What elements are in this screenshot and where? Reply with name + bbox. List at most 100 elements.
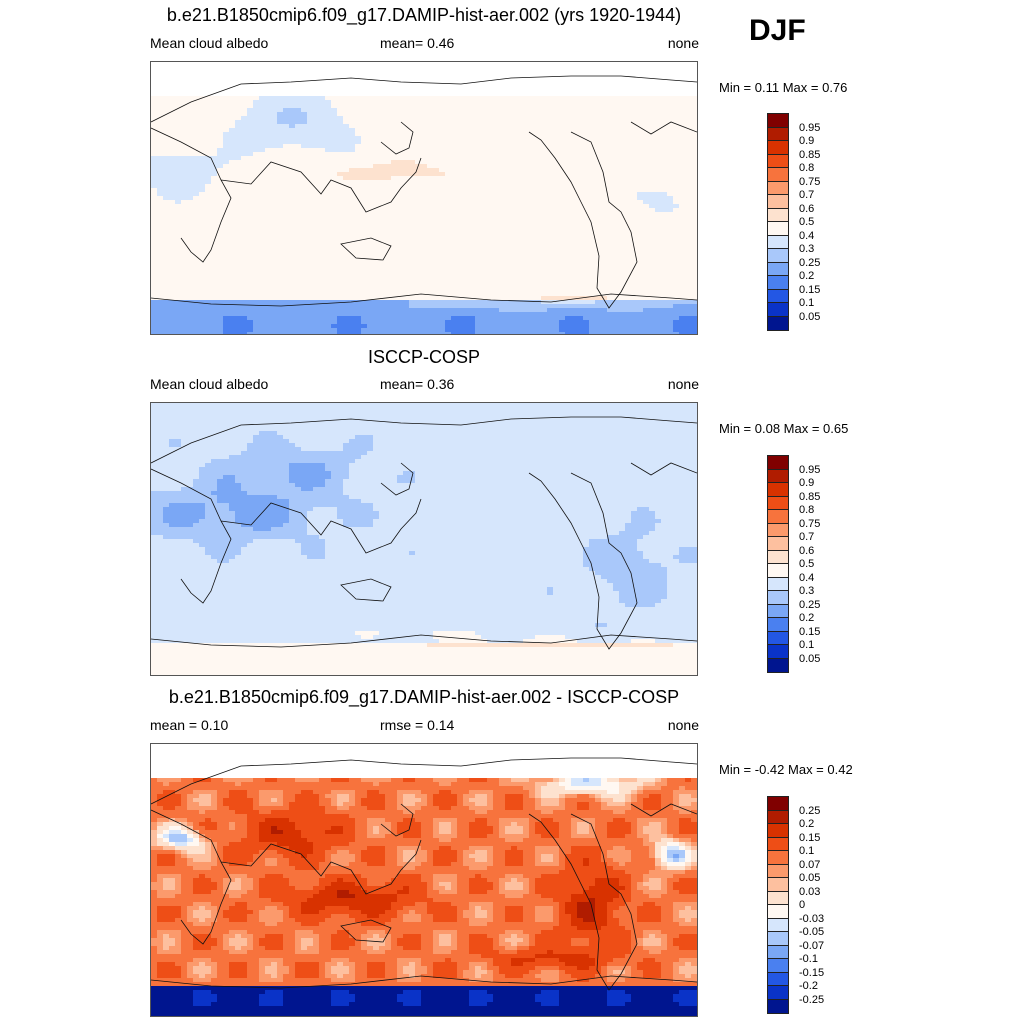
coastlines [151,75,697,309]
colorbar-tick-label: 0.6 [799,202,815,215]
panel-3-mean-label: mean = 0.10 [150,717,229,733]
colorbar-tick-label: 0.3 [799,585,815,597]
colorbar-tick-label: -0.1 [799,953,818,965]
colorbar-swatch [768,523,788,537]
colorbar-tick-label: 0.05 [799,652,821,665]
panel-1-title: b.e21.B1850cmip6.f09_g17.DAMIP-hist-aer.… [166,5,682,25]
colorbar-tick-label: 0.03 [799,885,821,898]
colorbar-swatch [768,658,788,672]
colorbar-swatch [768,891,788,905]
panel-1-mean-label: mean= 0.46 [380,35,455,51]
colorbar-swatch [768,303,788,317]
colorbar-swatch [768,577,788,591]
colorbar-swatch [768,276,788,290]
colorbar-swatch [768,222,788,236]
colorbar-swatch [768,262,788,276]
colorbar-tick-label: 0.95 [799,121,821,134]
colorbar-tick-label: 0.4 [799,229,815,242]
colorbar-swatch [768,797,788,811]
colorbar-tick-label: 0 [799,899,806,911]
colorbar-swatch [768,810,788,824]
colorbar-swatch [768,208,788,222]
colorbar-swatch [768,972,788,986]
panel-3-title: b.e21.B1850cmip6.f09_g17.DAMIP-hist-aer.… [168,687,680,707]
colorbar-swatch [768,289,788,303]
colorbar-swatch [768,550,788,564]
colorbar-tick-label: 0.05 [799,310,821,323]
colorbar-swatch [768,905,788,919]
colorbar-tick-label: 0.1 [799,845,815,857]
colorbar-tick-label: 0.15 [799,283,821,296]
colorbar-swatch [768,537,788,551]
colorbar-swatch [768,999,788,1013]
colorbar-swatch [768,618,788,632]
colorbar-tick-label: -0.03 [799,912,825,925]
colorbar-tick-label: -0.2 [799,980,818,992]
colorbar-swatch [768,918,788,932]
coastlines [151,416,697,650]
colorbar-tick-label: 0.2 [799,612,815,624]
colorbar-tick-label: -0.25 [799,993,825,1006]
colorbar-swatch [768,249,788,263]
colorbar-tick-label: 0.75 [799,517,821,530]
colorbar-tick-label: 0.95 [799,463,821,476]
panel-3-rmse-label: rmse = 0.14 [380,717,455,733]
colorbar-tick-label: 0.07 [799,858,821,871]
colorbar-tick-label: 0.4 [799,571,815,584]
colorbar-tick-label: 0.9 [799,477,815,489]
colorbar-tick-label: 0.6 [799,544,815,557]
colorbar-tick-label: -0.05 [799,926,825,938]
colorbar-swatch [768,469,788,483]
panel-1-minmax: Min = 0.11 Max = 0.76 [719,80,848,95]
panel-3-map [150,743,698,1017]
colorbar-swatch [768,154,788,168]
colorbar-swatch [768,141,788,155]
colorbar-tick-label: 0.9 [799,135,815,147]
panel-3-units-label: none [667,717,699,733]
colorbar-tick-label: 0.8 [799,504,815,516]
coastlines [151,757,697,991]
season-label: DJF [749,14,806,47]
colorbar-tick-label: 0.15 [799,625,821,638]
colorbar-swatch [768,959,788,973]
panel-3-minmax: Min = -0.42 Max = 0.42 [719,762,853,777]
colorbar-swatch [768,316,788,330]
colorbar-tick-label: 0.2 [799,270,815,282]
panel-2-units-label: none [667,376,699,392]
colorbar-swatches [767,796,789,1014]
colorbar-tick-label: 0.25 [799,256,821,269]
colorbar-swatch [768,986,788,1000]
contour-field [151,96,697,334]
colorbar-tick-label: 0.85 [799,148,821,161]
colorbar-tick-label: 0.1 [799,639,815,651]
colorbar-swatch [768,932,788,946]
panel-1-map [150,61,698,335]
colorbar-swatch [768,851,788,865]
colorbar-tick-label: 0.1 [799,297,815,309]
colorbar-swatches [767,113,789,331]
colorbar-swatch [768,824,788,838]
contour-field [151,403,697,675]
colorbar-swatch [768,591,788,605]
colorbar-swatch [768,168,788,182]
colorbar-swatch [768,181,788,195]
colorbar-tick-label: 0.3 [799,243,815,255]
colorbar-swatches [767,455,789,673]
colorbar-swatch [768,645,788,659]
colorbar-swatch [768,837,788,851]
colorbar-tick-label: 0.5 [799,216,815,228]
colorbar-swatch [768,945,788,959]
colorbar-tick-label: 0.05 [799,872,821,884]
colorbar-swatch [768,235,788,249]
contour-field [151,778,697,1016]
colorbar-swatch [768,604,788,618]
colorbar-tick-label: 0.25 [799,804,821,817]
colorbar-swatch [768,456,788,470]
colorbar-swatch [768,496,788,510]
colorbar-tick-label: 0.85 [799,490,821,503]
panel-2-minmax: Min = 0.08 Max = 0.65 [719,421,849,436]
panel-2-mean-label: mean= 0.36 [380,376,455,392]
panel-2-map [150,402,698,676]
colorbar-swatch [768,631,788,645]
colorbar-tick-label: -0.15 [799,966,825,979]
